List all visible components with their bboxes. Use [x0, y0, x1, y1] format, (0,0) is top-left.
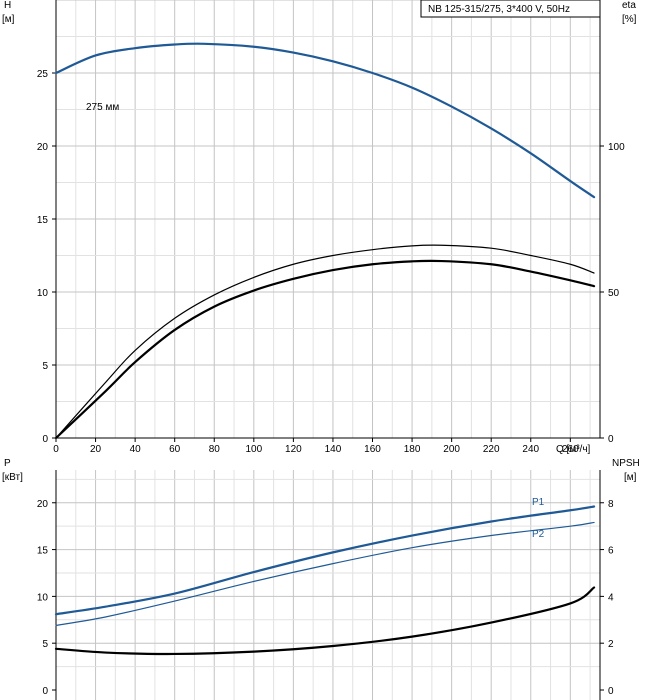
bottom-right-tick-label: 4	[608, 592, 614, 603]
chart-title: NB 125-315/275, 3*400 V, 50Hz	[428, 4, 570, 15]
top-y-tick-labels: 0 5 10 15 20 25	[37, 69, 56, 445]
top-left-tick-label: 0	[42, 434, 48, 445]
bottom-curves	[54, 505, 596, 656]
bottom-left-tick-label: 15	[37, 546, 49, 557]
eta-axis-unit: [%]	[622, 14, 637, 25]
x-tick-label: 0	[53, 444, 59, 455]
x-axis-label: Q [м³/ч]	[556, 444, 591, 455]
top-right-tick-label: 0	[608, 434, 614, 445]
x-tick-label: 80	[209, 444, 221, 455]
x-tick-label: 40	[130, 444, 142, 455]
npsh-axis-unit: [м]	[624, 472, 637, 483]
eta-axis-label: eta	[622, 0, 636, 11]
bottom-grid	[56, 470, 600, 700]
p-axis-label: P	[4, 458, 11, 469]
bottom-right-tick-label: 6	[608, 546, 614, 557]
bottom-left-tick-label: 0	[42, 686, 48, 697]
x-tick-label: 120	[285, 444, 302, 455]
x-tick-labels: 0 20 40 60 80 100 120 140 160 180 200 220 240 260	[53, 438, 579, 455]
bottom-right-tick-label: 2	[608, 639, 614, 650]
p-axis-unit: [кВт]	[2, 472, 23, 483]
top-curve-2	[54, 259, 596, 440]
top-left-tick-label: 25	[37, 69, 49, 80]
bottom-y-tick-labels: 0 5 10 15 20	[37, 499, 56, 697]
top-left-tick-label: 15	[37, 215, 49, 226]
bottom-curve-1	[55, 521, 595, 627]
bottom-right-tick-label: 0	[608, 686, 614, 697]
top-grid	[56, 0, 600, 438]
x-tick-label: 220	[483, 444, 500, 455]
top-left-tick-label: 10	[37, 288, 49, 299]
chart-title-box	[420, 0, 601, 18]
top-left-tick-label: 20	[37, 142, 49, 153]
top-curves	[54, 42, 596, 440]
npsh-axis-label: NPSH	[612, 458, 640, 469]
x-tick-label: 20	[90, 444, 102, 455]
bottom-curve-0	[54, 505, 596, 616]
bottom-curve-2	[54, 586, 596, 656]
npsh-tick-labels: 0 2 4 6 8	[600, 499, 614, 697]
series-label-p1: P1	[532, 497, 545, 508]
top-right-tick-labels: 0 50 100	[600, 142, 625, 445]
x-tick-label: 260	[562, 444, 579, 455]
h-axis-label: H	[4, 0, 11, 11]
top-curve-0	[54, 42, 596, 199]
x-tick-label: 60	[169, 444, 181, 455]
top-panel: 0 5 10 15 20 25 0 50 100 0 20 40 60 80 100 120 140 160 1…	[2, 0, 637, 455]
bottom-left-tick-label: 20	[37, 499, 49, 510]
bottom-left-tick-label: 10	[37, 592, 49, 603]
top-right-tick-label: 50	[608, 288, 620, 299]
top-left-tick-label: 5	[42, 361, 48, 372]
series-label-p2: P2	[532, 529, 545, 540]
bottom-right-tick-label: 8	[608, 499, 614, 510]
top-curve-1	[55, 244, 595, 439]
top-right-tick-label: 100	[608, 142, 625, 153]
x-tick-label: 200	[443, 444, 460, 455]
bottom-left-tick-label: 5	[42, 639, 48, 650]
x-tick-label: 240	[522, 444, 539, 455]
bottom-panel: 0 5 10 15 20 0 2 4 6 8 P [кВт] NPSH [м] P1 P2	[2, 458, 640, 700]
h-axis-unit: [м]	[2, 14, 15, 25]
x-tick-label: 180	[404, 444, 421, 455]
impeller-diameter-label: 275 мм	[86, 102, 119, 113]
x-tick-label: 100	[245, 444, 262, 455]
x-tick-label: 140	[325, 444, 342, 455]
x-tick-label: 160	[364, 444, 381, 455]
